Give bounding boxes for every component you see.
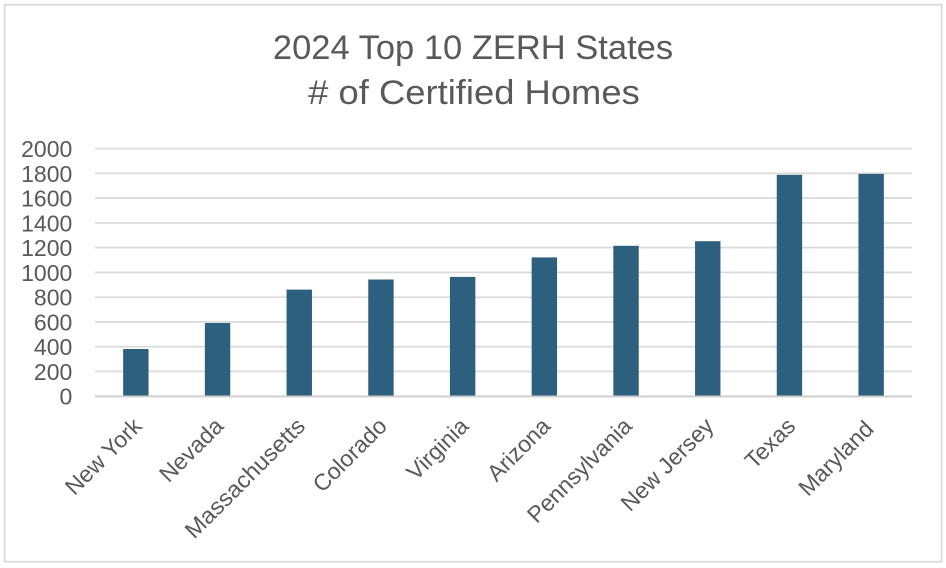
svg-text:1400: 1400 <box>21 210 72 236</box>
svg-text:200: 200 <box>34 359 72 385</box>
svg-text:1000: 1000 <box>21 260 72 286</box>
svg-text:800: 800 <box>34 285 72 311</box>
svg-text:0: 0 <box>60 384 73 410</box>
svg-text:1600: 1600 <box>21 186 72 212</box>
svg-text:400: 400 <box>34 334 72 360</box>
svg-text:1800: 1800 <box>21 161 72 187</box>
svg-text:2024 Top 10 ZERH States: 2024 Top 10 ZERH States <box>273 29 673 67</box>
svg-text:# of Certified Homes: # of Certified Homes <box>308 74 640 112</box>
svg-text:2000: 2000 <box>21 136 72 162</box>
svg-text:1200: 1200 <box>21 235 72 261</box>
svg-text:600: 600 <box>34 309 72 335</box>
